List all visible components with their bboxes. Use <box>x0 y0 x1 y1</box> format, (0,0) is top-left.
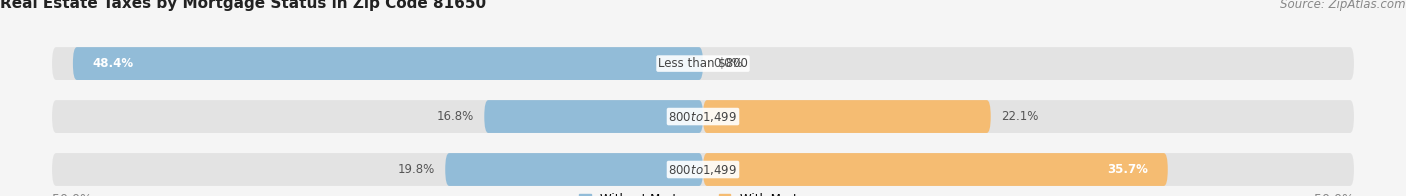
Text: Real Estate Taxes by Mortgage Status in Zip Code 81650: Real Estate Taxes by Mortgage Status in … <box>0 0 486 11</box>
FancyBboxPatch shape <box>52 153 1354 186</box>
FancyBboxPatch shape <box>703 153 1168 186</box>
Text: $800 to $1,499: $800 to $1,499 <box>668 110 738 123</box>
FancyBboxPatch shape <box>73 47 703 80</box>
Text: $800 to $1,499: $800 to $1,499 <box>668 162 738 177</box>
FancyBboxPatch shape <box>52 47 1354 80</box>
Text: 50.0%: 50.0% <box>52 193 91 196</box>
Text: 16.8%: 16.8% <box>437 110 474 123</box>
Text: Less than $800: Less than $800 <box>658 57 748 70</box>
Text: 22.1%: 22.1% <box>1001 110 1039 123</box>
FancyBboxPatch shape <box>484 100 703 133</box>
Text: Source: ZipAtlas.com: Source: ZipAtlas.com <box>1281 0 1406 11</box>
Text: 48.4%: 48.4% <box>93 57 134 70</box>
Legend: Without Mortgage, With Mortgage: Without Mortgage, With Mortgage <box>579 193 827 196</box>
FancyBboxPatch shape <box>52 100 1354 133</box>
Text: 0.0%: 0.0% <box>713 57 742 70</box>
Text: 19.8%: 19.8% <box>398 163 434 176</box>
FancyBboxPatch shape <box>446 153 703 186</box>
Text: 50.0%: 50.0% <box>1315 193 1354 196</box>
FancyBboxPatch shape <box>703 100 991 133</box>
Text: 35.7%: 35.7% <box>1108 163 1149 176</box>
